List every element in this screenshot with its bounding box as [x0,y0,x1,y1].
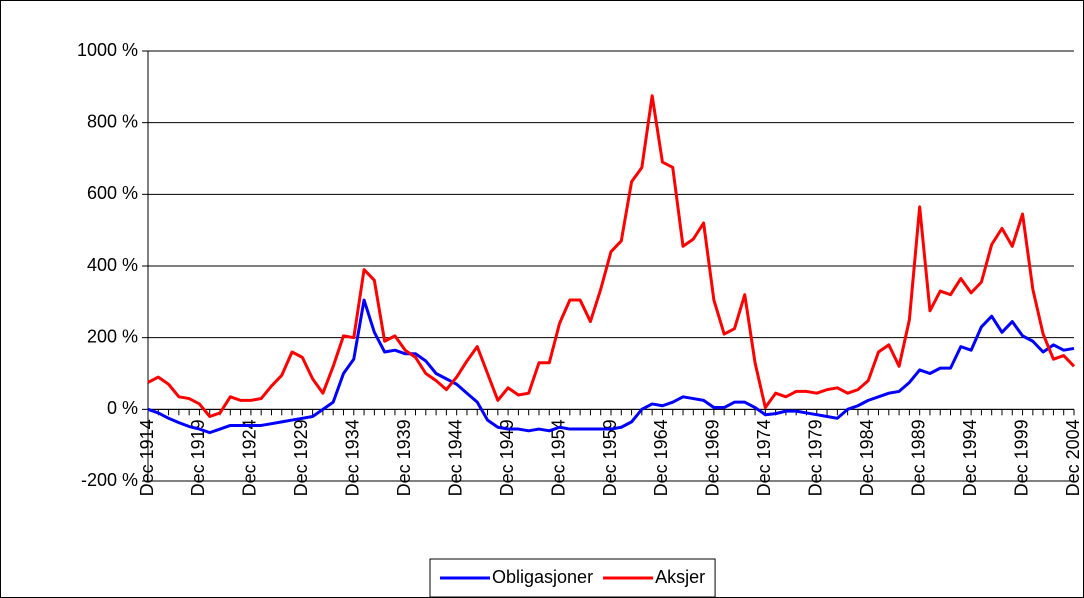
x-tick-label: Dec 1914 [137,419,157,496]
legend: Obligasjoner Aksjer [429,558,716,598]
x-tick-label: Dec 1999 [1011,419,1031,496]
x-tick-label: Dec 2004 [1063,419,1083,496]
y-tick-label: 600 % [87,183,138,203]
legend-label: Aksjer [655,567,705,587]
x-tick-label: Dec 1924 [240,419,260,496]
x-tick-label: Dec 1944 [445,419,465,496]
x-tick-label: Dec 1974 [754,419,774,496]
x-tick-label: Dec 1949 [497,419,517,496]
x-tick-label: Dec 1954 [548,419,568,496]
x-tick-label: Dec 1969 [703,419,723,496]
x-tick-label: Dec 1934 [343,419,363,496]
data-line [147,298,1075,435]
x-tick-label: Dec 1994 [960,419,980,496]
x-tick-label: Dec 1929 [291,419,311,496]
y-tick-label: 200 % [87,326,138,346]
y-tick-label: 800 % [87,111,138,131]
y-tick-label: -200 % [81,470,138,490]
x-tick-label: Dec 1964 [651,419,671,496]
y-tick-label: 1000 % [77,40,138,60]
legend-label: Obligasjoner [492,567,593,587]
x-tick-label: Dec 1919 [188,419,208,496]
x-tick-label: Dec 1939 [394,419,414,496]
data-line [147,94,1076,418]
y-tick-label: 400 % [87,255,138,275]
x-tick-label: Dec 1984 [857,419,877,496]
x-tick-label: Dec 1959 [600,419,620,496]
y-tick-label: 0 % [107,398,138,418]
x-tick-label: Dec 1979 [806,419,826,496]
x-tick-label: Dec 1989 [908,419,928,496]
